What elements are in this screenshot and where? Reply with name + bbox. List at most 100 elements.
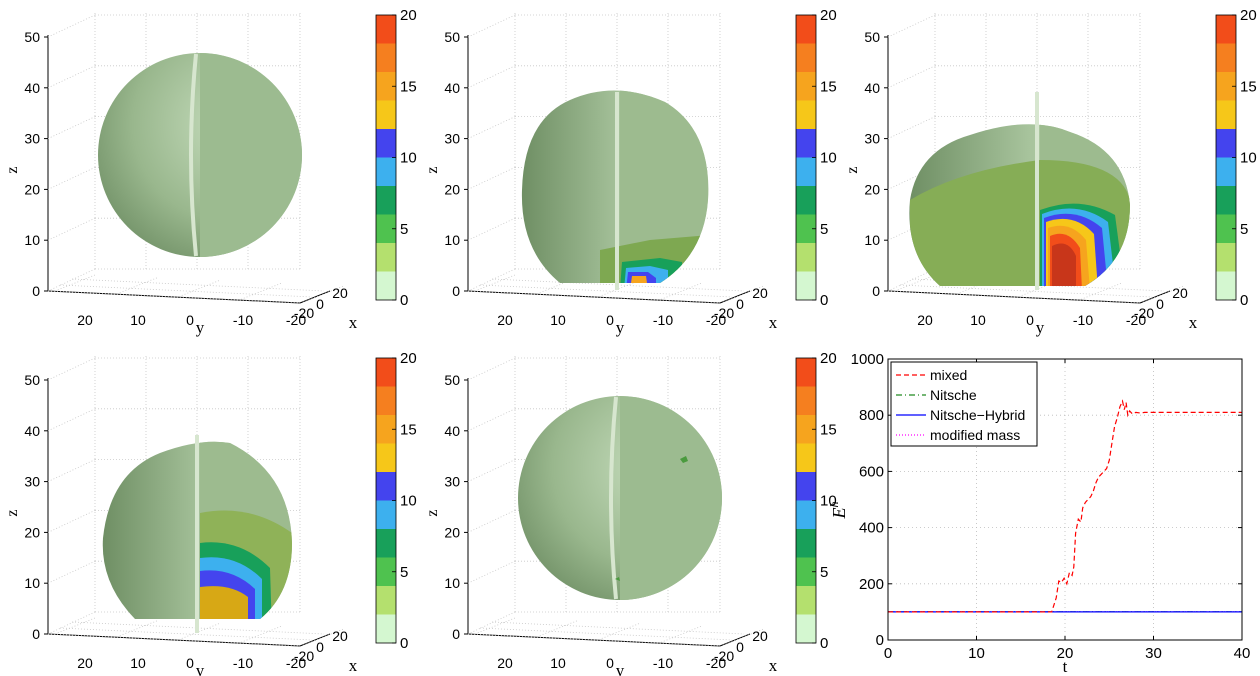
z-tick-label: 10 (444, 575, 460, 591)
legend: mixed Nitsche Nitsche−Hybrid modified mass (890, 361, 1038, 447)
colorbar-tick-label: 0 (400, 635, 408, 652)
patch (200, 586, 248, 619)
colorbar-swatch (796, 100, 816, 129)
colorbar-swatch (1216, 72, 1236, 101)
x-tick-label: 0 (884, 645, 892, 662)
colorbar-swatch (1216, 129, 1236, 158)
colorbar-tick-label: 5 (1240, 221, 1248, 238)
y-tick-label: -20 (286, 655, 306, 671)
y-axis-label: y (616, 661, 625, 676)
colorbar-swatch (376, 15, 396, 44)
x-tick-label: -20 (294, 648, 314, 664)
colorbar-tick-label: 10 (1240, 150, 1257, 167)
y-tick-label: 200 (859, 576, 884, 593)
z-tick-label: 30 (24, 131, 40, 147)
colorbar-swatch (1216, 243, 1236, 272)
y-axis-label: y (196, 661, 205, 676)
colorbar-tick-label: 20 (820, 350, 837, 367)
colorbar-tick-label: 20 (1240, 7, 1257, 24)
colorbar-swatch (796, 243, 816, 272)
z-tick-label: 0 (452, 626, 460, 642)
colorbar-swatch (376, 186, 396, 215)
colorbar (375, 14, 397, 301)
colorbar-swatch (376, 500, 396, 529)
colorbar-swatch (796, 386, 816, 415)
colorbar-tick-label: 15 (820, 421, 837, 438)
colorbar-swatch (796, 43, 816, 72)
colorbar-swatch (376, 358, 396, 387)
z-tick-label: 20 (444, 524, 460, 540)
y-tick-label: 0 (186, 312, 194, 328)
z-tick-label: 40 (24, 423, 40, 439)
colorbar-tick-label: 15 (400, 421, 417, 438)
colorbar-swatch (1216, 43, 1236, 72)
x-tick-label: -20 (714, 305, 734, 321)
x-tick-label: 0 (316, 296, 324, 312)
y-tick-label: 10 (550, 655, 566, 671)
colorbar-swatch (376, 243, 396, 272)
y-tick-label: 0 (186, 655, 194, 671)
z-axis-label: z (424, 509, 441, 516)
colorbar-swatch (376, 43, 396, 72)
colorbar-swatch (796, 586, 816, 615)
z-tick-label: 40 (24, 80, 40, 96)
y-tick-label: 20 (77, 312, 93, 328)
colorbar-swatch (376, 72, 396, 101)
colorbar-swatch (796, 557, 816, 586)
colorbar (1215, 14, 1237, 301)
z-tick-label: 40 (864, 80, 880, 96)
x-tick-label: 0 (736, 296, 744, 312)
z-tick-label: 20 (864, 181, 880, 197)
z-tick-label: 30 (24, 474, 40, 490)
cut-edge (609, 396, 618, 600)
legend-label: mixed (930, 367, 967, 383)
colorbar-swatch (796, 415, 816, 444)
colorbar-swatch (376, 129, 396, 158)
y-tick-label: -10 (233, 655, 253, 671)
colorbar-swatch (796, 157, 816, 186)
colorbar-swatch (796, 129, 816, 158)
energy-chart: 0 10 20 30 4002004006008001000tEhmixedNitsch… (827, 351, 1250, 676)
z-tick-label: 10 (24, 575, 40, 591)
colorbar-swatch (1216, 214, 1236, 243)
colorbar-swatch (376, 529, 396, 558)
colorbar-swatch (796, 72, 816, 101)
y-tick-label: 0 (1026, 312, 1034, 328)
colorbar-swatch (796, 15, 816, 44)
y-tick-label: 0 (876, 632, 884, 649)
z-tick-label: 0 (32, 626, 40, 642)
colorbar-swatch (796, 614, 816, 643)
y-tick-label: -10 (653, 655, 673, 671)
x-tick-label: 0 (1156, 296, 1164, 312)
z-tick-label: 50 (24, 372, 40, 388)
x-axis-label: x (1189, 313, 1198, 332)
colorbar-tick-label: 15 (400, 78, 417, 95)
colorbar-swatch (1216, 15, 1236, 44)
colorbar-swatch (796, 472, 816, 501)
colorbar-tick-label: 0 (400, 292, 408, 309)
y-tick-label: 20 (917, 312, 933, 328)
z-tick-label: 50 (444, 29, 460, 45)
colorbar-swatch (376, 386, 396, 415)
colorbar-swatch (1216, 271, 1236, 300)
x-axis-label: x (349, 656, 358, 675)
colorbar-swatch (376, 415, 396, 444)
colorbar-tick-label: 0 (1240, 292, 1248, 309)
legend-label: Nitsche−Hybrid (930, 407, 1025, 423)
y-tick-label: 10 (550, 312, 566, 328)
y-tick-label: 10 (970, 312, 986, 328)
colorbar-swatch (1216, 157, 1236, 186)
colorbar-tick-label: 5 (820, 221, 828, 238)
y-tick-label: 400 (859, 520, 884, 537)
z-tick-label: 50 (444, 372, 460, 388)
y-tick-label: -10 (653, 312, 673, 328)
y-tick-label: -20 (706, 312, 726, 328)
colorbar (375, 357, 397, 644)
colorbar (795, 357, 817, 644)
y-axis-label: y (1036, 318, 1045, 337)
colorbar-swatch (376, 443, 396, 472)
x-tick-label: 20 (1172, 285, 1188, 301)
